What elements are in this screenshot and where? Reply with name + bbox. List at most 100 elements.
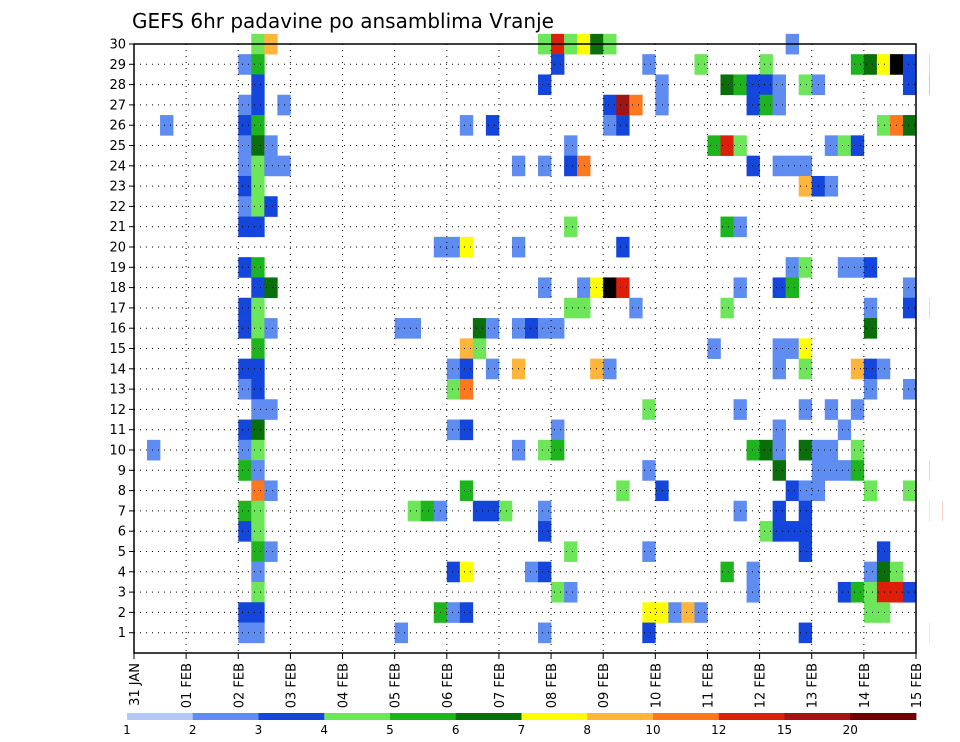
- heatmap-cell: [551, 581, 565, 603]
- y-tick-label: 24: [109, 159, 126, 174]
- heatmap-cell: [694, 54, 708, 75]
- heatmap-cell: [603, 115, 617, 136]
- heatmap-cell: [824, 460, 839, 481]
- colorbar-swatch: [324, 713, 391, 720]
- x-axis: 31 JAN 01 FEB 02 FEB 03 FEB 04 FEB 05 FEB 06 F…: [128, 653, 925, 708]
- heatmap-cell: [538, 561, 552, 583]
- heatmap-cell: [642, 622, 656, 644]
- x-tick-label: 05 FEB: [389, 663, 404, 708]
- heatmap-cell: [264, 541, 278, 562]
- heatmap-cell: [850, 399, 865, 420]
- heatmap-cell: [238, 378, 252, 400]
- heatmap-cell: [837, 581, 852, 603]
- heatmap-cell: [850, 358, 865, 380]
- heatmap-cell: [251, 196, 265, 217]
- heatmap-cell: [238, 94, 252, 116]
- heatmap-cell: [850, 460, 865, 481]
- heatmap-cell: [251, 602, 265, 623]
- heatmap-cell: [238, 602, 252, 623]
- heatmap-cell: [798, 480, 813, 502]
- heatmap-cell: [538, 622, 552, 644]
- y-tick-label: 28: [109, 78, 126, 93]
- heatmap-cell: [160, 115, 174, 136]
- colorbar-label: 8: [583, 723, 591, 737]
- heatmap-cell: [863, 257, 878, 278]
- x-tick-label: 09 FEB: [597, 663, 612, 708]
- heatmap-cell: [798, 622, 813, 644]
- heatmap-cell: [863, 581, 878, 603]
- heatmap-cell: [707, 338, 721, 359]
- heatmap-cell: [485, 358, 500, 380]
- heatmap-cell: [251, 318, 265, 339]
- heatmap-cell: [616, 236, 630, 258]
- heatmap-cell: [446, 358, 461, 380]
- x-tick-label: 15 FEB: [910, 663, 925, 708]
- heatmap-cell: [238, 460, 252, 481]
- y-tick-label: 22: [109, 200, 126, 215]
- heatmap-cell: [538, 500, 552, 522]
- colorbar-label: 4: [320, 723, 328, 737]
- y-tick-label: 25: [109, 139, 126, 154]
- y-tick-label: 7: [118, 504, 126, 519]
- heatmap-cell: [759, 521, 773, 542]
- heatmap-cell: [798, 175, 813, 197]
- heatmap-cell: [525, 561, 539, 583]
- heatmap-cell: [772, 277, 786, 299]
- heatmap-cell: [616, 94, 630, 116]
- heatmap-cell: [485, 318, 500, 339]
- colorbar-label: 2: [189, 723, 197, 737]
- heatmap-cell: [264, 155, 278, 177]
- heatmap-cell: [251, 500, 265, 522]
- heatmap-cell: [538, 155, 552, 177]
- heatmap-cell: [876, 541, 891, 562]
- heatmap-cell: [251, 622, 265, 644]
- heatmap-cell: [876, 358, 891, 380]
- heatmap-cell: [459, 480, 474, 502]
- heatmap-cell: [876, 581, 891, 603]
- x-tick-label: 08 FEB: [545, 663, 560, 708]
- heatmap-cell: [759, 74, 773, 96]
- colorbar-swatch: [258, 713, 325, 720]
- colorbar-swatch: [587, 713, 654, 720]
- heatmap-cell: [798, 358, 813, 380]
- heatmap-cell: [251, 480, 265, 502]
- heatmap-cell: [876, 54, 891, 75]
- heatmap-cell: [824, 175, 839, 197]
- heatmap-cell: [720, 561, 734, 583]
- heatmap-cell: [850, 54, 865, 75]
- heatmap-cell: [616, 480, 630, 502]
- heatmap-cell: [238, 500, 252, 522]
- heatmap-cell: [746, 581, 760, 603]
- colorbar-swatch: [521, 713, 588, 720]
- heatmap-cell: [525, 318, 539, 339]
- heatmap-cell: [538, 521, 552, 542]
- heatmap-cell: [876, 115, 891, 136]
- heatmap-cell: [850, 581, 865, 603]
- heatmap-cell: [629, 94, 643, 116]
- heatmap-cell: [251, 419, 265, 441]
- heatmap-cell: [603, 277, 617, 299]
- heatmap-cell: [681, 602, 695, 623]
- heatmap-cell: [616, 115, 630, 136]
- heatmap-cell: [798, 74, 813, 96]
- heatmap-cell: [264, 399, 278, 420]
- y-tick-label: 14: [109, 362, 126, 377]
- x-tick-label: 12 FEB: [754, 663, 769, 708]
- heatmap-cell: [446, 236, 461, 258]
- heatmap-cell: [446, 561, 461, 583]
- heatmap-cell: [785, 257, 799, 278]
- y-tick-label: 13: [109, 383, 126, 398]
- heatmap-cell: [746, 561, 760, 583]
- heatmap-cell: [238, 196, 252, 217]
- y-tick-label: 6: [118, 525, 126, 540]
- heatmap-cell: [863, 318, 878, 339]
- heatmap-cell: [876, 602, 891, 623]
- y-tick-label: 15: [109, 342, 126, 357]
- heatmap-cell: [485, 115, 500, 136]
- heatmap-cell: [459, 236, 474, 258]
- heatmap-cell: [459, 378, 474, 400]
- heatmap-cell: [251, 541, 265, 562]
- heatmap-cell: [538, 277, 552, 299]
- heatmap-cell: [238, 175, 252, 197]
- heatmap-cell: [902, 115, 917, 136]
